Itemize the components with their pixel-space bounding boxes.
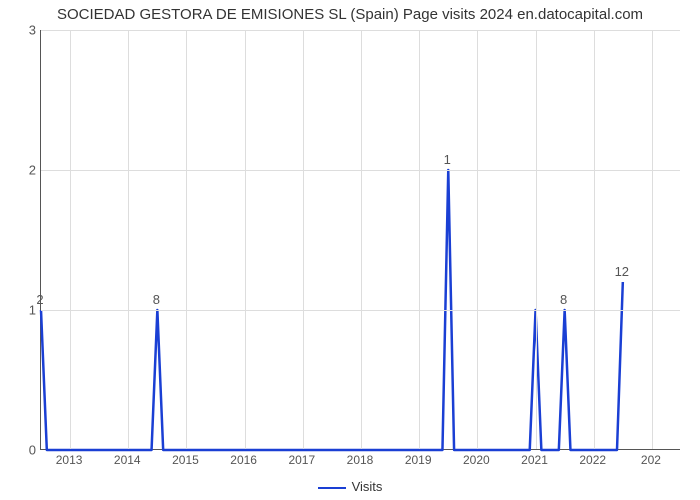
plot-area: [40, 30, 680, 450]
peak-value-label: 8: [560, 292, 567, 307]
grid-vertical: [70, 30, 71, 449]
legend: Visits: [0, 479, 700, 494]
x-tick-label: 2016: [230, 453, 257, 467]
grid-vertical: [128, 30, 129, 449]
grid-vertical: [361, 30, 362, 449]
peak-value-label: 2: [36, 292, 43, 307]
x-tick-label: 2022: [579, 453, 606, 467]
grid-vertical: [245, 30, 246, 449]
grid-vertical: [419, 30, 420, 449]
x-tick-label: 2014: [114, 453, 141, 467]
y-tick-label: 3: [6, 23, 36, 38]
x-tick-label: 2019: [405, 453, 432, 467]
grid-horizontal: [41, 310, 680, 311]
x-tick-label: 202: [641, 453, 661, 467]
grid-vertical: [652, 30, 653, 449]
y-tick-label: 2: [6, 163, 36, 178]
y-tick-label: 1: [6, 303, 36, 318]
peak-value-label: 12: [615, 264, 629, 279]
grid-vertical: [477, 30, 478, 449]
chart-container: SOCIEDAD GESTORA DE EMISIONES SL (Spain)…: [0, 0, 700, 500]
grid-vertical: [594, 30, 595, 449]
grid-vertical: [536, 30, 537, 449]
x-tick-label: 2015: [172, 453, 199, 467]
chart-title: SOCIEDAD GESTORA DE EMISIONES SL (Spain)…: [0, 6, 700, 23]
x-tick-label: 2013: [56, 453, 83, 467]
legend-swatch: [318, 487, 346, 489]
grid-vertical: [303, 30, 304, 449]
x-tick-label: 2018: [347, 453, 374, 467]
grid-horizontal: [41, 30, 680, 31]
peak-value-label: 1: [444, 152, 451, 167]
x-tick-label: 2020: [463, 453, 490, 467]
y-tick-label: 0: [6, 443, 36, 458]
x-tick-label: 2017: [288, 453, 315, 467]
x-tick-label: 2021: [521, 453, 548, 467]
grid-horizontal: [41, 170, 680, 171]
legend-label: Visits: [352, 479, 383, 494]
grid-vertical: [186, 30, 187, 449]
peak-value-label: 8: [153, 292, 160, 307]
